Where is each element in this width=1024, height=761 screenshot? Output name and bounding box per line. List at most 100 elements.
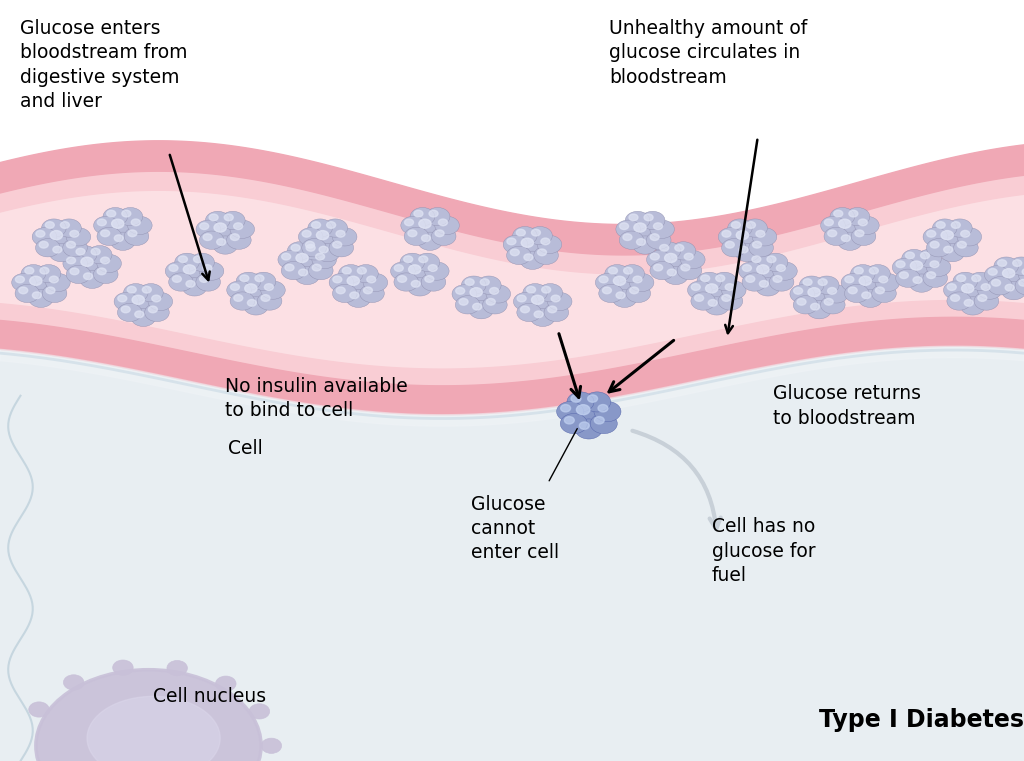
Circle shape: [590, 413, 617, 434]
Circle shape: [879, 276, 888, 283]
Circle shape: [327, 221, 336, 228]
Circle shape: [128, 216, 153, 234]
Circle shape: [285, 264, 294, 271]
Circle shape: [316, 231, 329, 240]
Circle shape: [70, 231, 79, 237]
Circle shape: [634, 223, 646, 232]
Circle shape: [633, 276, 642, 283]
Circle shape: [1022, 269, 1024, 275]
Circle shape: [404, 228, 429, 246]
Circle shape: [807, 301, 831, 319]
Circle shape: [697, 272, 722, 291]
Circle shape: [359, 285, 384, 303]
Circle shape: [264, 284, 273, 291]
Circle shape: [100, 257, 110, 264]
Circle shape: [1002, 269, 1015, 278]
Circle shape: [876, 273, 900, 291]
Circle shape: [364, 273, 388, 291]
Circle shape: [261, 295, 270, 301]
Polygon shape: [0, 141, 1024, 255]
Circle shape: [548, 306, 557, 313]
Circle shape: [630, 273, 654, 291]
Circle shape: [626, 212, 650, 230]
Circle shape: [650, 262, 675, 280]
Circle shape: [644, 214, 653, 221]
Circle shape: [124, 284, 148, 302]
Circle shape: [984, 266, 1009, 284]
Circle shape: [736, 231, 749, 240]
Circle shape: [323, 219, 347, 237]
Circle shape: [849, 210, 858, 217]
Circle shape: [972, 275, 981, 282]
Circle shape: [637, 239, 645, 245]
Circle shape: [974, 292, 998, 310]
Circle shape: [113, 660, 133, 675]
Circle shape: [406, 263, 434, 285]
Circle shape: [50, 231, 62, 240]
Circle shape: [773, 262, 798, 280]
Circle shape: [400, 253, 425, 272]
Circle shape: [526, 286, 536, 293]
Circle shape: [81, 257, 93, 266]
Text: Cell nucleus: Cell nucleus: [154, 687, 266, 705]
Circle shape: [510, 249, 519, 256]
Circle shape: [62, 239, 87, 257]
Circle shape: [518, 237, 547, 258]
Circle shape: [947, 219, 972, 237]
Circle shape: [489, 288, 499, 295]
Circle shape: [148, 292, 173, 310]
Circle shape: [845, 285, 869, 303]
Circle shape: [620, 231, 644, 250]
Circle shape: [841, 273, 865, 291]
Circle shape: [118, 208, 142, 226]
Circle shape: [299, 269, 307, 275]
Circle shape: [848, 287, 857, 294]
Circle shape: [425, 262, 450, 280]
Circle shape: [560, 413, 588, 434]
Circle shape: [132, 295, 144, 304]
Circle shape: [943, 281, 968, 299]
Circle shape: [921, 252, 930, 259]
Circle shape: [214, 223, 226, 232]
Circle shape: [144, 304, 169, 322]
Circle shape: [805, 286, 834, 307]
Circle shape: [876, 287, 885, 294]
Circle shape: [722, 239, 746, 257]
Circle shape: [594, 402, 621, 422]
Circle shape: [824, 228, 849, 246]
Text: Glucose
cannot
enter cell: Glucose cannot enter cell: [471, 495, 559, 562]
Circle shape: [834, 210, 843, 217]
Circle shape: [513, 292, 538, 310]
Circle shape: [131, 219, 140, 226]
Circle shape: [896, 261, 905, 268]
Circle shape: [459, 298, 468, 305]
Circle shape: [820, 296, 845, 314]
Circle shape: [521, 238, 534, 247]
Circle shape: [230, 284, 240, 291]
Circle shape: [486, 298, 496, 305]
Circle shape: [470, 288, 482, 297]
Circle shape: [845, 276, 854, 283]
Circle shape: [731, 221, 740, 228]
Circle shape: [409, 265, 421, 274]
Circle shape: [561, 405, 570, 412]
Circle shape: [629, 214, 638, 221]
Circle shape: [169, 265, 178, 272]
Circle shape: [315, 244, 340, 262]
Circle shape: [516, 229, 525, 236]
Circle shape: [871, 285, 896, 303]
Circle shape: [953, 239, 978, 257]
Circle shape: [308, 262, 333, 280]
Circle shape: [129, 294, 158, 315]
Circle shape: [419, 219, 431, 228]
Circle shape: [257, 292, 282, 310]
Circle shape: [408, 230, 417, 237]
Circle shape: [718, 228, 742, 246]
Circle shape: [958, 282, 987, 304]
Circle shape: [42, 285, 67, 303]
Circle shape: [408, 278, 432, 296]
Circle shape: [728, 219, 753, 237]
Circle shape: [742, 265, 752, 272]
Circle shape: [965, 300, 973, 306]
Circle shape: [138, 284, 163, 302]
